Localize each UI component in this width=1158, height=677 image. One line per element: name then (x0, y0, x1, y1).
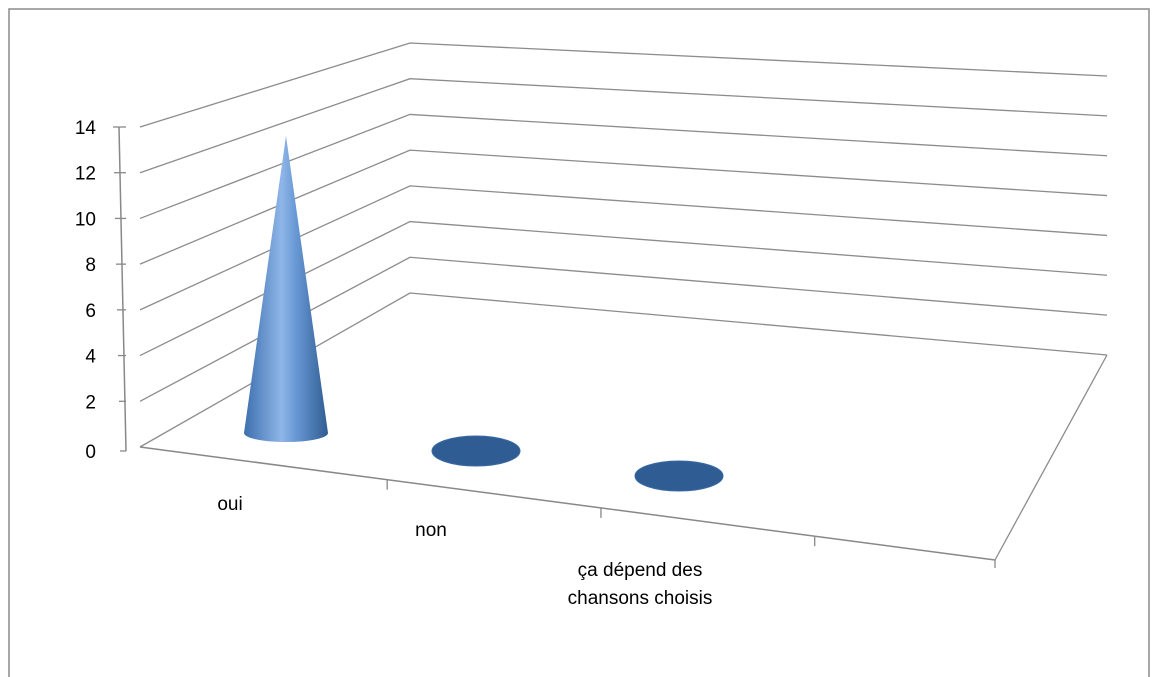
gridline (139, 256, 1108, 402)
cone-bar-2 (634, 460, 724, 492)
x-axis-labels: oui non ça dépend des chansons choisis (217, 494, 712, 609)
floor-right-edge (994, 354, 1108, 561)
y-tick-label: 6 (85, 301, 96, 322)
data-marks (244, 135, 724, 492)
cone-bar-0 (244, 135, 328, 442)
y-tick-label: 0 (85, 442, 96, 463)
gridline (139, 42, 1108, 128)
axes (118, 126, 1108, 568)
gridline (139, 292, 1108, 448)
x-tick-label: oui (217, 494, 242, 515)
gridline (139, 149, 1108, 265)
y-tick-label: 14 (75, 118, 97, 139)
y-tick-label: 2 (85, 392, 96, 413)
y-tick-label: 8 (85, 255, 96, 276)
x-tick-label: non (415, 520, 447, 541)
x-tick-label: ça dépend des (578, 560, 703, 581)
y-tick-label: 4 (85, 347, 96, 368)
y-tick-label: 10 (75, 209, 96, 230)
gridline (139, 113, 1108, 220)
y-tick-label: 12 (75, 164, 96, 185)
gridlines (139, 42, 1108, 448)
x-axis-line (139, 446, 996, 561)
y-axis-line (118, 126, 127, 452)
cone-bar-1 (431, 435, 521, 467)
gridline (139, 185, 1108, 311)
y-axis-ticks: 0 2 4 6 8 10 12 14 (75, 118, 126, 463)
chart-border (8, 8, 1150, 677)
gridline (139, 220, 1108, 357)
gridline (139, 78, 1108, 174)
x-tick-label: chansons choisis (568, 588, 713, 609)
